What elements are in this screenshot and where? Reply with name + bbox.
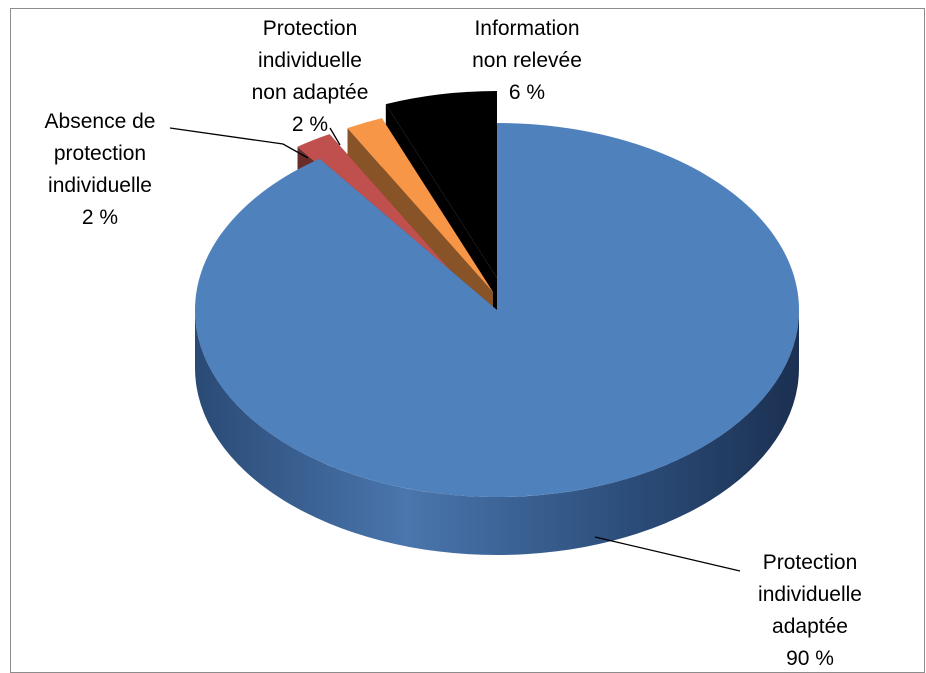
data-label: Protection individuelle non adaptée 2 %: [252, 17, 369, 136]
data-label: Protection individuelle adaptée 90 %: [758, 551, 862, 670]
slice-top: [194, 123, 800, 497]
leader-line: [329, 127, 341, 146]
slice-top: [347, 118, 493, 292]
slice-side: [195, 310, 799, 555]
leader-line: [169, 127, 309, 159]
data-labels: Protection individuelle adaptée 90 % Absence…: [45, 17, 862, 670]
slice-protection-adaptee: [194, 123, 800, 555]
leader-line: [417, 93, 447, 130]
leader-lines: [169, 93, 741, 572]
data-label: Information non relevée 6 %: [472, 17, 582, 104]
leader-line: [594, 536, 741, 572]
slice-top: [385, 91, 497, 278]
slices-layer: [194, 91, 800, 555]
data-label: Absence de protection individuelle 2 %: [45, 110, 156, 229]
